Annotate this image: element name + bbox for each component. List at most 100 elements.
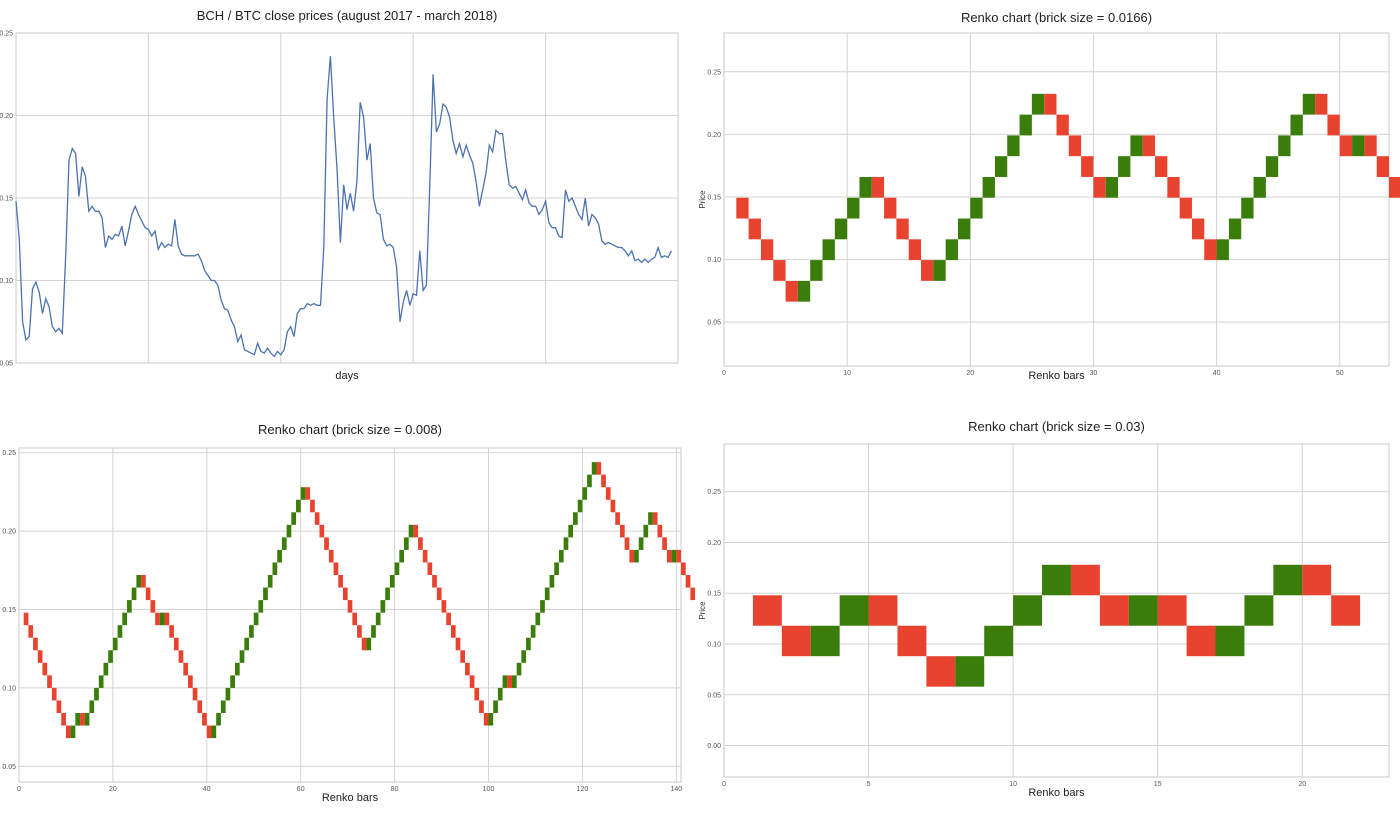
renko-brick-up bbox=[554, 562, 559, 576]
x-axis-label: days bbox=[335, 370, 359, 382]
renko-brick-up bbox=[834, 218, 848, 240]
renko-brick-down bbox=[926, 656, 956, 687]
renko-brick-down bbox=[352, 612, 358, 626]
renko-brick-up bbox=[263, 587, 268, 601]
renko-brick-up bbox=[1031, 93, 1045, 115]
renko-brick-down bbox=[150, 600, 156, 613]
renko-brick-down bbox=[785, 280, 798, 302]
y-tick-label: 0.20 bbox=[0, 113, 13, 120]
y-tick-label: 0.25 bbox=[707, 69, 721, 76]
y-axis-label: Price bbox=[698, 601, 707, 620]
renko-brick-up bbox=[497, 687, 503, 701]
x-tick-label: 20 bbox=[966, 370, 974, 377]
renko-brick-up bbox=[389, 575, 395, 588]
renko-brick-down bbox=[37, 650, 43, 663]
renko-brick-up bbox=[366, 637, 372, 651]
renko-brick-down bbox=[28, 625, 34, 638]
renko-brick-up bbox=[591, 462, 597, 475]
renko-brick-up bbox=[587, 474, 592, 488]
renko-brick-up bbox=[671, 549, 677, 563]
renko-brick-up bbox=[89, 700, 95, 713]
renko-brick-down bbox=[188, 675, 193, 688]
y-axis-label: Price bbox=[698, 190, 707, 209]
renko-brick-down bbox=[310, 499, 315, 513]
renko-brick-down bbox=[333, 562, 339, 576]
y-tick-label: 0.10 bbox=[2, 685, 16, 692]
renko-brick-down bbox=[197, 700, 203, 713]
renko-brick-up bbox=[822, 239, 835, 261]
renko-brick-up bbox=[957, 218, 971, 240]
renko-brick-up bbox=[296, 499, 301, 513]
x-tick-label: 20 bbox=[109, 786, 117, 793]
renko-brick-down bbox=[685, 575, 691, 588]
x-tick-label: 60 bbox=[297, 786, 305, 793]
renko-brick-down bbox=[1157, 595, 1187, 626]
renko-brick-down bbox=[141, 575, 146, 588]
x-tick-label: 140 bbox=[670, 786, 682, 793]
renko-brick-down bbox=[619, 524, 625, 538]
renko-brick-up bbox=[573, 512, 578, 525]
renko-brick-up bbox=[488, 713, 494, 726]
renko-brick-up bbox=[122, 612, 127, 626]
x-tick-label: 50 bbox=[1336, 370, 1344, 377]
y-tick-label: 0.05 bbox=[2, 764, 16, 771]
renko-brick-down bbox=[418, 537, 423, 550]
renko-brick-down bbox=[666, 549, 672, 563]
renko-brick-down bbox=[474, 687, 480, 701]
renko-brick-down bbox=[328, 549, 334, 563]
y-tick-label: 0.10 bbox=[707, 257, 721, 264]
renko-brick-up bbox=[1253, 176, 1266, 198]
x-tick-label: 15 bbox=[1154, 781, 1162, 788]
renko-brick-up bbox=[117, 625, 123, 638]
x-tick-label: 0 bbox=[17, 786, 21, 793]
renko-brick-down bbox=[338, 575, 343, 588]
renko-brick-down bbox=[896, 218, 909, 240]
renko-brick-up bbox=[272, 562, 278, 576]
renko-brick-down bbox=[1068, 135, 1082, 157]
renko-brick-up bbox=[1278, 135, 1291, 157]
x-tick-label: 0 bbox=[722, 781, 726, 788]
plot-frame bbox=[723, 32, 1390, 367]
renko-brick-down bbox=[507, 675, 512, 688]
renko-brick-down bbox=[1302, 564, 1332, 596]
renko-brick-up bbox=[126, 600, 132, 613]
renko-brick-down bbox=[23, 612, 29, 626]
renko-brick-down bbox=[446, 612, 451, 626]
renko-brick-down bbox=[629, 549, 635, 563]
renko-brick-up bbox=[244, 637, 250, 651]
renko-brick-down bbox=[736, 197, 749, 219]
renko-brick-down bbox=[173, 637, 179, 651]
renko-brick-up bbox=[994, 156, 1008, 177]
renko-brick-down bbox=[1044, 93, 1057, 115]
renko-brick-down bbox=[479, 700, 484, 713]
chart-panel-1: BCH / BTC close prices (august 2017 - ma… bbox=[0, 8, 679, 382]
y-tick-label: 0.10 bbox=[0, 278, 13, 285]
renko-brick-down bbox=[752, 595, 782, 626]
renko-brick-up bbox=[797, 280, 811, 302]
renko-brick-up bbox=[568, 524, 574, 538]
renko-brick-down bbox=[1093, 176, 1106, 198]
plot-frame bbox=[15, 32, 679, 364]
renko-brick-down bbox=[413, 524, 419, 538]
renko-brick-up bbox=[220, 700, 226, 713]
renko-brick-down bbox=[1376, 156, 1389, 177]
renko-brick-up bbox=[955, 656, 985, 687]
renko-brick-down bbox=[314, 512, 320, 525]
renko-brick-down bbox=[1315, 93, 1328, 115]
x-tick-label: 10 bbox=[843, 370, 851, 377]
renko-brick-down bbox=[80, 713, 85, 726]
renko-brick-down bbox=[42, 662, 48, 676]
renko-brick-down bbox=[357, 625, 362, 638]
renko-brick-down bbox=[56, 700, 62, 713]
renko-brick-up bbox=[399, 549, 404, 563]
x-tick-label: 0 bbox=[722, 370, 726, 377]
renko-brick-down bbox=[871, 176, 885, 198]
renko-brick-down bbox=[690, 587, 696, 601]
renko-brick-down bbox=[51, 687, 57, 701]
renko-brick-up bbox=[563, 537, 569, 550]
renko-brick-down bbox=[183, 662, 189, 676]
renko-brick-down bbox=[61, 713, 66, 726]
x-tick-label: 5 bbox=[867, 781, 871, 788]
renko-brick-up bbox=[1216, 239, 1229, 261]
y-tick-label: 0.25 bbox=[707, 489, 721, 496]
